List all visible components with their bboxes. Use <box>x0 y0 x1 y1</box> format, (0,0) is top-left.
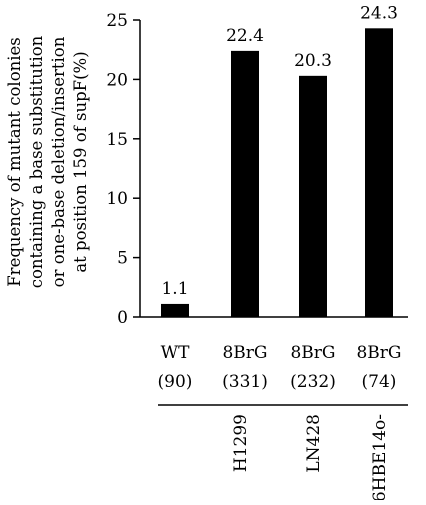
bar-value-label: 20.3 <box>294 51 332 71</box>
y-tick-label: 25 <box>106 11 128 31</box>
x-count-label: (331) <box>222 372 268 392</box>
x-category-label: 8BrG <box>222 343 267 363</box>
y-tick-label: 10 <box>106 189 128 209</box>
group-label: H1299 <box>231 414 251 472</box>
bar <box>231 50 259 317</box>
x-category-label: WT <box>161 343 190 363</box>
y-axis-title: Frequency of mutant colonies containing … <box>5 35 90 288</box>
group-label: 16HBE14o- <box>370 414 390 500</box>
group-label: LN428 <box>304 414 324 473</box>
x-category-label: 8BrG <box>290 343 335 363</box>
x-count-label: (90) <box>158 372 193 392</box>
bar <box>365 28 393 317</box>
labels: 1.1 22.4 20.3 24.3 WT (90) 8BrG (331) 8BrG (232) 8… <box>158 3 402 505</box>
y-tick-label: 20 <box>106 70 128 90</box>
y-tick-label: 5 <box>117 249 128 269</box>
bar <box>299 75 327 317</box>
y-axis-title-line-1: Frequency of mutant colonies <box>5 37 24 287</box>
y-axis-title-line-2: containing a base substitution <box>27 35 46 288</box>
x-category-label: 8BrG <box>356 343 401 363</box>
bars <box>161 28 393 317</box>
bar <box>161 303 189 317</box>
x-count-label: (232) <box>290 372 336 392</box>
y-axis-title-line-3: or one-base deletion/insertion <box>49 36 68 287</box>
bar-value-label: 1.1 <box>161 279 188 299</box>
y-axis-title-line-4: at position 159 of supF(%) <box>71 51 90 272</box>
x-count-label: (74) <box>362 372 397 392</box>
y-tick-label: 15 <box>106 130 128 150</box>
bar-value-label: 22.4 <box>226 26 264 46</box>
bar-value-label: 24.3 <box>360 3 398 23</box>
y-tick-label: 0 <box>117 308 128 328</box>
